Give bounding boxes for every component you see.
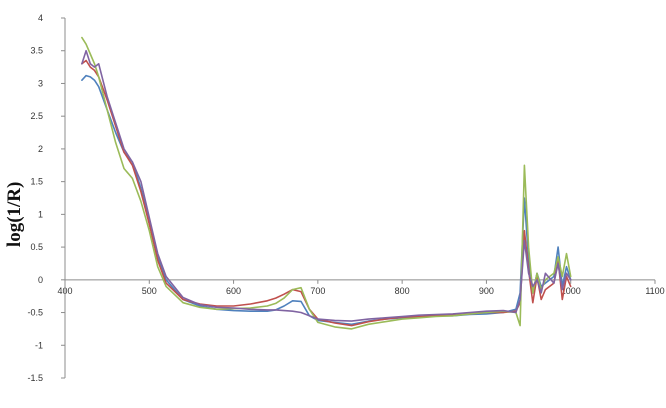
y-axis-ticks: -1.5 -1 -0.5 0 0.5 1 1.5 2 2.5 3 3.5 4 (27, 13, 65, 383)
y-tick-label: 4 (38, 13, 43, 23)
x-tick-label: 1000 (561, 286, 581, 296)
x-tick-label: 900 (479, 286, 494, 296)
x-tick-label: 500 (142, 286, 157, 296)
x-tick-label: 800 (395, 286, 410, 296)
y-tick-label: 0 (38, 275, 43, 285)
series-lines (81, 36, 572, 330)
y-tick-label: -1.5 (27, 373, 43, 383)
y-tick-label: -1 (35, 340, 43, 350)
x-tick-label: 1100 (645, 286, 664, 296)
series-line-4 (81, 49, 572, 322)
x-axis-ticks: 400 500 600 700 800 900 1000 1100 (57, 279, 665, 296)
y-tick-label: 0.5 (30, 242, 43, 252)
x-tick-label: 700 (310, 286, 325, 296)
y-tick-label: 1.5 (30, 177, 43, 187)
y-tick-label: 2.5 (30, 111, 43, 121)
y-tick-label: 3.5 (30, 46, 43, 56)
x-tick-label: 600 (226, 286, 241, 296)
y-axis-label: log(1/R) (4, 182, 25, 247)
y-tick-label: 2 (38, 144, 43, 154)
series-line-3 (81, 36, 572, 330)
y-tick-label: -0.5 (27, 308, 43, 318)
y-tick-label: 3 (38, 78, 43, 88)
y-tick-label: 1 (38, 209, 43, 219)
